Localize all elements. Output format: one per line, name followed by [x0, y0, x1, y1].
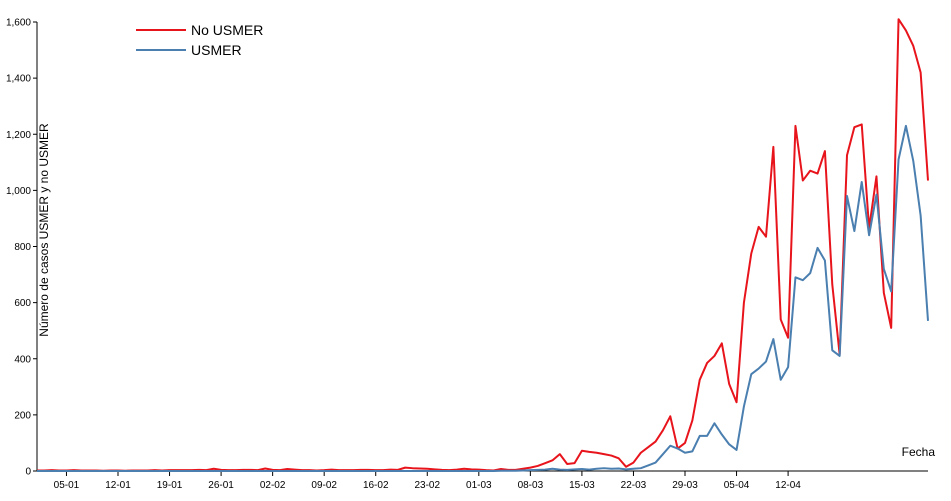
- y-tick-label: 1,600: [6, 18, 31, 29]
- y-tick-label: 1,200: [6, 130, 31, 141]
- y-tick-label: 1,400: [6, 74, 31, 85]
- x-tick-label: 05-04: [724, 480, 750, 491]
- x-tick-label: 15-03: [569, 480, 595, 491]
- x-tick-label: 29-03: [672, 480, 698, 491]
- series-line-usmer: [37, 124, 929, 472]
- y-tick-label: 400: [14, 354, 31, 365]
- y-tick-label: 0: [25, 467, 31, 478]
- x-tick-label: 02-02: [260, 480, 286, 491]
- series-layer: [37, 18, 929, 472]
- x-tick-label: 19-01: [157, 480, 183, 491]
- x-tick-label: 09-02: [311, 480, 337, 491]
- x-axis: 05-01 12-01 19-01 26-01 02-02 09-02 16-02 23-02…: [37, 470, 928, 491]
- legend: No USMER USMER: [136, 22, 263, 58]
- x-tick-label: 16-02: [363, 480, 389, 491]
- x-tick-label: 12-01: [105, 480, 131, 491]
- x-tick-label: 05-01: [54, 480, 80, 491]
- x-tick-label: 01-03: [466, 480, 492, 491]
- y-tick-label: 200: [14, 410, 31, 421]
- y-axis-title: Número de casos USMER y no USMER: [37, 123, 51, 337]
- x-tick-label: 23-02: [414, 480, 440, 491]
- x-tick-label: 26-01: [208, 480, 234, 491]
- x-tick-label: 08-03: [518, 480, 544, 491]
- legend-label-no-usmer: No USMER: [191, 22, 263, 38]
- x-tick-label: 22-03: [621, 480, 647, 491]
- y-tick-label: 1,000: [6, 186, 31, 197]
- legend-label-usmer: USMER: [191, 42, 242, 58]
- y-tick-label: 800: [14, 242, 31, 253]
- x-axis-title: Fecha: [902, 445, 936, 459]
- series-line-no-usmer: [37, 18, 929, 472]
- y-tick-label: 600: [14, 298, 31, 309]
- x-tick-label: 12-04: [775, 480, 801, 491]
- y-axis: 0 200 400 600 800 1,000 1,200 1,400 1,600: [6, 18, 38, 478]
